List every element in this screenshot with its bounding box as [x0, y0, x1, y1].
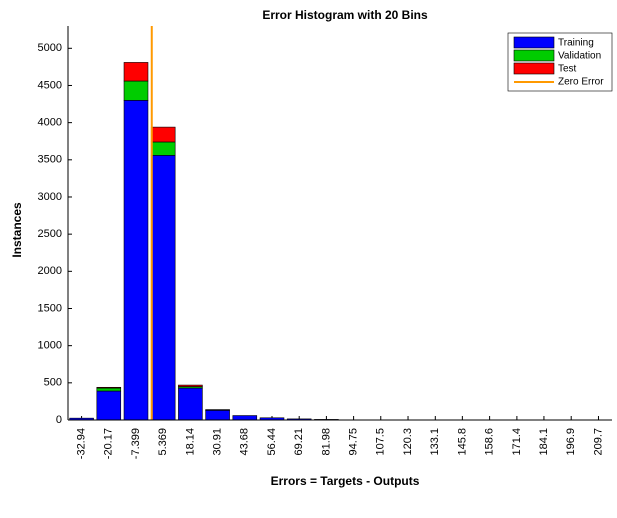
x-tick-label: 209.7 — [592, 428, 604, 456]
x-tick-label: 158.6 — [484, 428, 496, 456]
legend-label: Test — [558, 64, 577, 75]
bar-segment — [96, 390, 122, 421]
x-tick-label: -32.94 — [75, 428, 87, 459]
y-tick-label: 1000 — [38, 340, 62, 352]
bar-segment — [150, 126, 176, 143]
y-tick-label: 5000 — [38, 42, 62, 54]
x-tick-label: 107.5 — [375, 428, 387, 456]
x-tick-label: 171.4 — [511, 428, 523, 456]
y-tick-label: 500 — [44, 377, 62, 389]
bar-segment — [96, 386, 122, 389]
y-tick-label: 2500 — [38, 228, 62, 240]
y-tick-label: 2000 — [38, 265, 62, 277]
x-tick-label: -20.17 — [103, 428, 115, 459]
bar-segment — [205, 410, 230, 421]
x-tick-label: 184.1 — [538, 428, 550, 456]
legend-swatch — [513, 62, 555, 75]
y-tick-label: 3000 — [38, 191, 62, 203]
bar-segment — [96, 387, 122, 392]
legend-label: Zero Error — [558, 77, 604, 88]
x-tick-label: 120.3 — [402, 428, 414, 456]
x-tick-label: 133.1 — [429, 428, 441, 456]
y-tick-label: 4500 — [38, 79, 62, 91]
y-tick-label: 0 — [56, 414, 62, 426]
legend-label: Validation — [558, 51, 601, 62]
x-tick-label: 145.8 — [456, 428, 468, 456]
legend-label: Training — [558, 38, 594, 49]
x-tick-label: 30.91 — [212, 428, 224, 456]
bar-segment — [123, 100, 149, 421]
x-tick-label: -7.399 — [130, 428, 142, 459]
bar-segment — [123, 62, 149, 82]
x-tick-label: 69.21 — [293, 428, 305, 456]
chart-title: Error Histogram with 20 Bins — [262, 8, 428, 22]
legend-swatch — [513, 49, 555, 62]
bar-segment — [232, 415, 258, 421]
x-tick-label: 18.14 — [184, 428, 196, 456]
x-tick-label: 81.98 — [320, 428, 332, 456]
bar-segment — [123, 80, 149, 101]
x-tick-label: 43.68 — [239, 428, 251, 456]
y-tick-label: 1500 — [38, 302, 62, 314]
x-tick-label: 196.9 — [565, 428, 577, 456]
bar-segment — [150, 155, 176, 421]
x-axis-label: Errors = Targets - Outputs — [271, 474, 420, 488]
bar-segment — [178, 387, 203, 421]
y-tick-label: 4000 — [38, 117, 62, 129]
bar-segment — [150, 141, 176, 156]
y-tick-label: 3500 — [38, 154, 62, 166]
bar-segment — [178, 384, 203, 387]
y-axis-label: Instances — [10, 202, 24, 258]
x-tick-label: 5.369 — [157, 428, 169, 456]
x-tick-label: 94.75 — [348, 428, 360, 456]
legend-swatch — [513, 36, 555, 49]
x-tick-label: 56.44 — [266, 428, 278, 456]
